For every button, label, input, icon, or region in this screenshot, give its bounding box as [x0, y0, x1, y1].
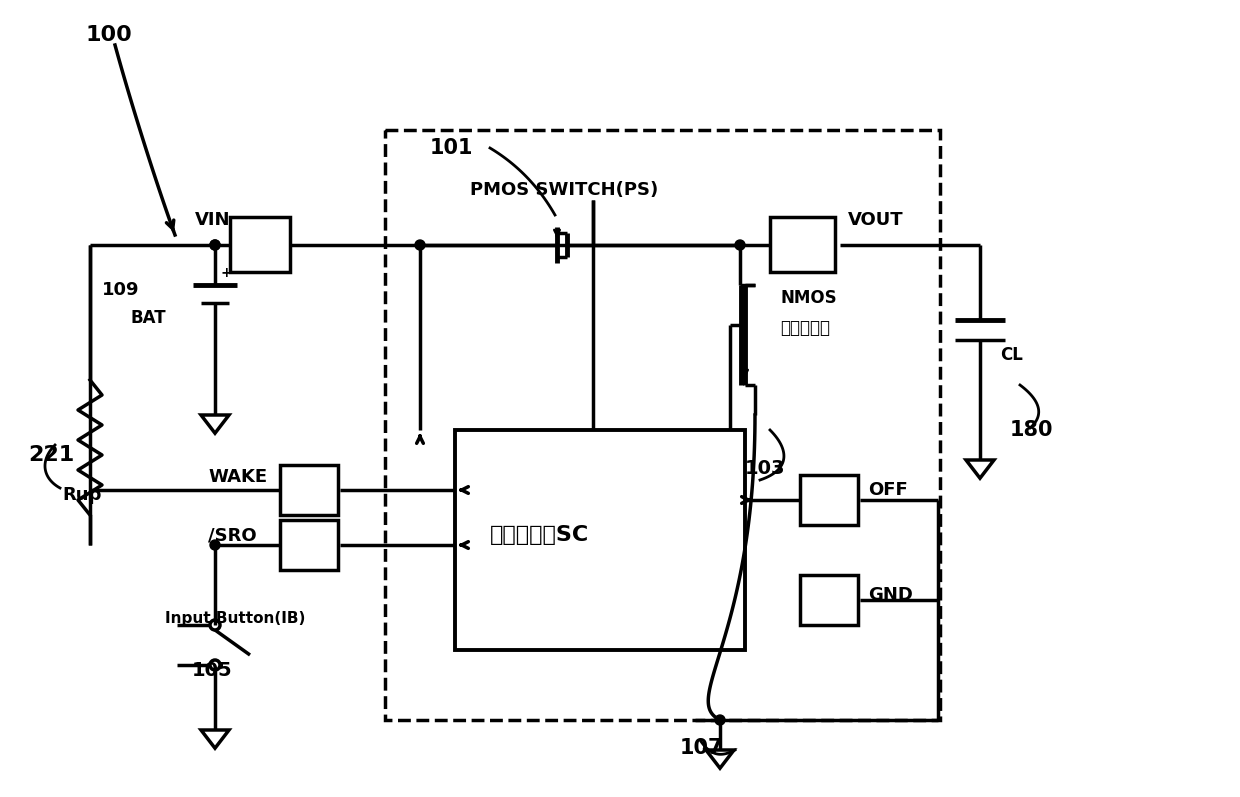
Circle shape	[735, 240, 745, 250]
Bar	[280, 520, 339, 570]
Circle shape	[210, 240, 219, 250]
Text: PMOS SWITCH(PS): PMOS SWITCH(PS)	[470, 181, 658, 199]
Bar	[229, 217, 290, 272]
Bar	[455, 430, 745, 650]
Bar	[770, 217, 835, 272]
Bar	[280, 465, 339, 515]
Circle shape	[210, 540, 219, 550]
Bar	[384, 130, 940, 720]
Text: 105: 105	[192, 661, 233, 680]
Text: CL: CL	[999, 346, 1023, 364]
Text: 100: 100	[86, 25, 131, 45]
Text: 开关控制器SC: 开关控制器SC	[490, 525, 589, 545]
Text: WAKE: WAKE	[208, 468, 267, 486]
Text: GND: GND	[868, 586, 913, 604]
Text: +: +	[219, 266, 232, 280]
Text: BAT: BAT	[130, 309, 166, 327]
Text: /SRO: /SRO	[208, 526, 257, 544]
Text: OFF: OFF	[868, 481, 908, 499]
Text: 下拉晶体管: 下拉晶体管	[780, 319, 830, 337]
Text: VIN: VIN	[195, 211, 231, 229]
Text: 103: 103	[745, 458, 785, 477]
Text: Rup: Rup	[62, 486, 102, 504]
Circle shape	[415, 240, 425, 250]
Text: 101: 101	[430, 138, 474, 158]
Circle shape	[210, 240, 219, 250]
Circle shape	[715, 715, 725, 725]
Text: 180: 180	[1011, 420, 1054, 440]
Bar	[800, 575, 858, 625]
Bar	[800, 475, 858, 525]
Text: Input Button(IB): Input Button(IB)	[165, 611, 305, 626]
Text: 109: 109	[102, 281, 139, 299]
Text: 221: 221	[29, 445, 74, 465]
Text: NMOS: NMOS	[780, 289, 837, 307]
Text: 107: 107	[680, 738, 723, 758]
Text: VOUT: VOUT	[848, 211, 904, 229]
